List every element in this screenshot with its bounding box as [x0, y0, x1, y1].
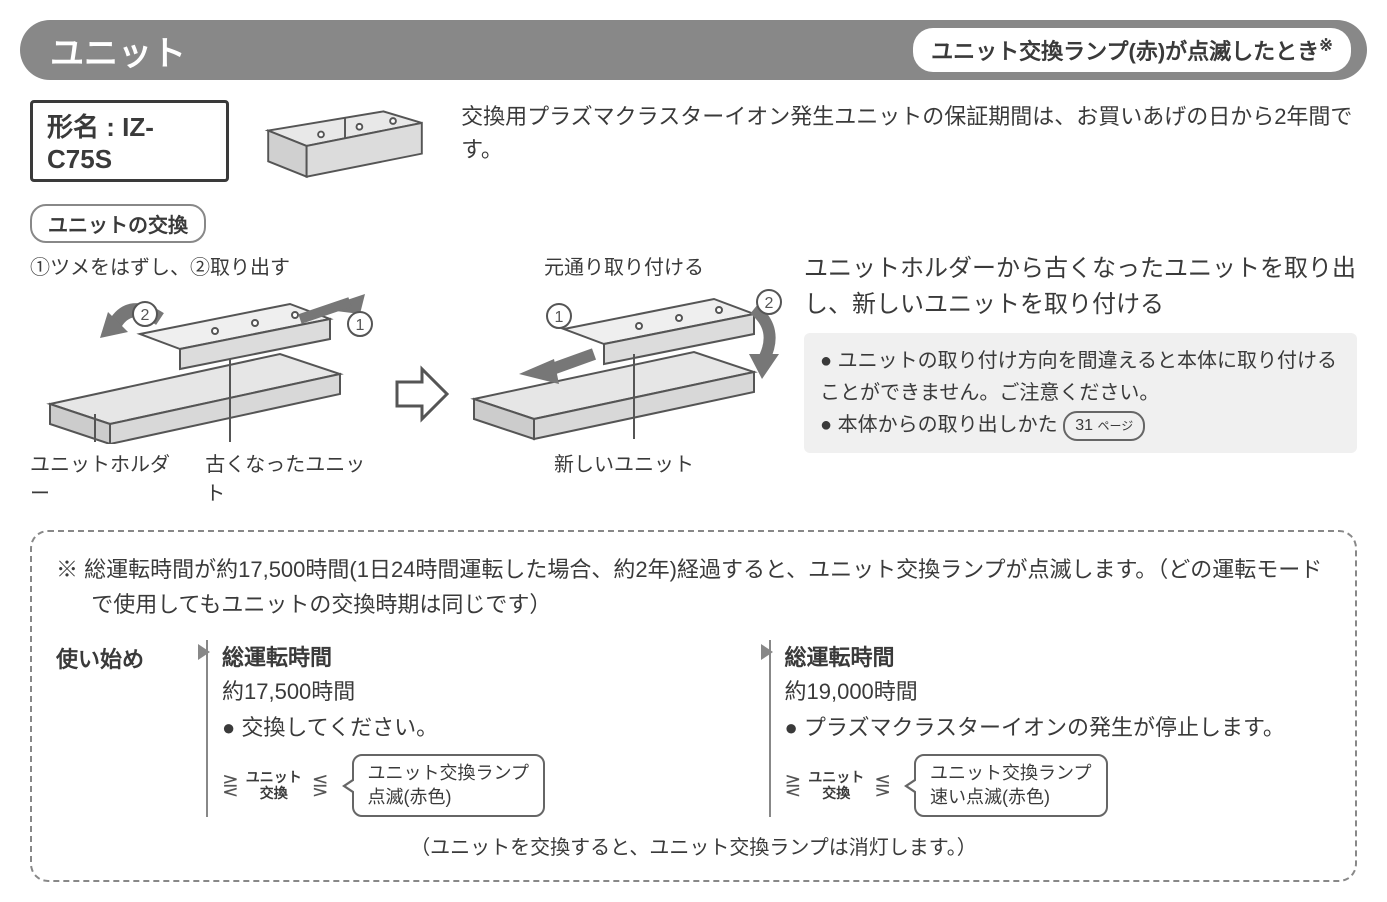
- remove-part-labels: ユニットホルダー 古くなったユニット: [30, 448, 380, 506]
- col1-speech-2: 点滅(赤色): [368, 787, 452, 807]
- asterisk-note: ※ 総運転時間が約17,500時間(1日24時間運転した場合、約2年)経過すると…: [56, 552, 1331, 622]
- col2-speech-2: 速い点滅(赤色): [930, 787, 1050, 807]
- section-header: ユニット ユニット交換ランプ(赤)が点滅したとき※: [20, 20, 1367, 80]
- flash-icon: ⋚: [312, 773, 326, 798]
- col1-hours: 約17,500時間: [222, 674, 769, 706]
- exchange-label: ユニットの交換: [30, 204, 206, 243]
- diagram-remove: ①ツメをはずし、②取り出す: [30, 251, 380, 506]
- warranty-text: 交換用プラズマクラスターイオン発生ユニットの保証期間は、お買いあげの日から2年間…: [461, 100, 1357, 166]
- col2-speech-1: ユニット交換ランプ: [930, 763, 1091, 783]
- col2-speech: ユニット交換ランプ 速い点滅(赤色): [914, 754, 1107, 817]
- col1-speech: ユニット交換ランプ 点滅(赤色): [352, 754, 545, 817]
- col2-bullet: プラズマクラスターイオンの発生が停止します。: [785, 710, 1332, 742]
- svg-text:2: 2: [141, 307, 150, 324]
- remove-step-1: ①ツメをはずし、: [30, 257, 190, 279]
- flash-icon: ⋚: [874, 773, 888, 798]
- col1-speech-1: ユニット交換ランプ: [368, 763, 529, 783]
- install-title: 元通り取り付ける: [464, 251, 784, 280]
- diagram-install: 元通り取り付ける 1: [464, 251, 784, 477]
- instructions-block: ユニットホルダーから古くなったユニットを取り出し、新しいユニットを取り付ける ユ…: [804, 251, 1357, 453]
- unit-illustration-top: [249, 100, 441, 190]
- flash-icon: ⋛: [785, 773, 799, 798]
- arrow-right-icon: [392, 364, 452, 424]
- svg-text:1: 1: [555, 309, 564, 326]
- caution-box: ユニットの取り付け方向を間違えると本体に取り付けることができません。ご注意くださ…: [804, 333, 1357, 453]
- timing-info-box: ※ 総運転時間が約17,500時間(1日24時間運転した場合、約2年)経過すると…: [30, 530, 1357, 882]
- svg-text:1: 1: [356, 317, 365, 334]
- col1-bullet: 交換してください。: [222, 710, 769, 742]
- col1-lamp-row: ⋛ ユニット 交換 ⋚ ユニット交換ランプ 点滅(赤色): [222, 754, 769, 817]
- install-illustration: 1 2: [464, 284, 784, 444]
- col2-hours: 約19,000時間: [785, 674, 1332, 706]
- timing-footer-note: （ユニットを交換すると、ユニット交換ランプは消灯します。）: [56, 831, 1331, 860]
- header-subtitle-text: ユニット交換ランプ(赤)が点滅したとき: [931, 39, 1319, 64]
- top-row: 形名 : IZ-C75S 交換用プラズマクラスターイオン発生ユニットの保証期間は…: [20, 100, 1367, 190]
- model-label: 形名 :: [47, 112, 122, 142]
- flash-icon: ⋛: [222, 773, 236, 798]
- remove-step-2: ②取り出す: [190, 257, 290, 279]
- timeline: 使い始め 総運転時間 約17,500時間 交換してください。 ⋛ ユニット 交換…: [56, 640, 1331, 817]
- col2-lamp-label-1: ユニット: [808, 769, 864, 785]
- col1-lamp-label: ユニット 交換: [246, 770, 302, 801]
- instructions-title: ユニットホルダーから古くなったユニットを取り出し、新しいユニットを取り付ける: [804, 251, 1357, 323]
- label-new-unit: 新しいユニット: [554, 448, 694, 477]
- timeline-separator-2: [769, 640, 771, 817]
- col2-lamp-row: ⋛ ユニット 交換 ⋚ ユニット交換ランプ 速い点滅(赤色): [785, 754, 1332, 817]
- timeline-col-2: 総運転時間 約19,000時間 プラズマクラスターイオンの発生が停止します。 ⋛…: [785, 640, 1332, 817]
- remove-steps: ①ツメをはずし、②取り出す: [30, 251, 380, 280]
- header-title: ユニット: [50, 26, 186, 75]
- model-name-box: 形名 : IZ-C75S: [30, 100, 229, 182]
- col2-lamp-label-2: 交換: [822, 785, 850, 801]
- header-subtitle: ユニット交換ランプ(赤)が点滅したとき※: [913, 28, 1351, 72]
- timeline-separator-1: [206, 640, 208, 817]
- install-part-labels: 新しいユニット: [464, 448, 784, 477]
- col1-lamp-label-2: 交換: [260, 785, 288, 801]
- col1-lamp-label-1: ユニット: [246, 769, 302, 785]
- header-subtitle-marker: ※: [1319, 37, 1333, 55]
- remove-illustration: 2 1: [30, 284, 380, 444]
- label-old-unit: 古くなったユニット: [205, 448, 380, 506]
- col2-lamp-label: ユニット 交換: [808, 770, 864, 801]
- page-ref-unit: ページ: [1097, 419, 1133, 433]
- caution-item-1: ユニットの取り付け方向を間違えると本体に取り付けることができません。ご注意くださ…: [820, 345, 1341, 409]
- label-holder: ユニットホルダー: [30, 448, 185, 506]
- page-ref-num: 31: [1075, 417, 1093, 434]
- caution-item-2: 本体からの取り出しかた 31 ページ: [820, 409, 1341, 441]
- col1-heading: 総運転時間: [222, 640, 769, 672]
- timeline-col-1: 総運転時間 約17,500時間 交換してください。 ⋛ ユニット 交換 ⋚ ユニ…: [222, 640, 769, 817]
- diagram-row: ①ツメをはずし、②取り出す: [20, 251, 1367, 506]
- caution-item-2-text: 本体からの取り出しかた: [838, 414, 1058, 436]
- svg-text:2: 2: [765, 295, 774, 312]
- col2-heading: 総運転時間: [785, 640, 1332, 672]
- page-reference: 31 ページ: [1063, 411, 1145, 441]
- timeline-start: 使い始め: [56, 640, 206, 674]
